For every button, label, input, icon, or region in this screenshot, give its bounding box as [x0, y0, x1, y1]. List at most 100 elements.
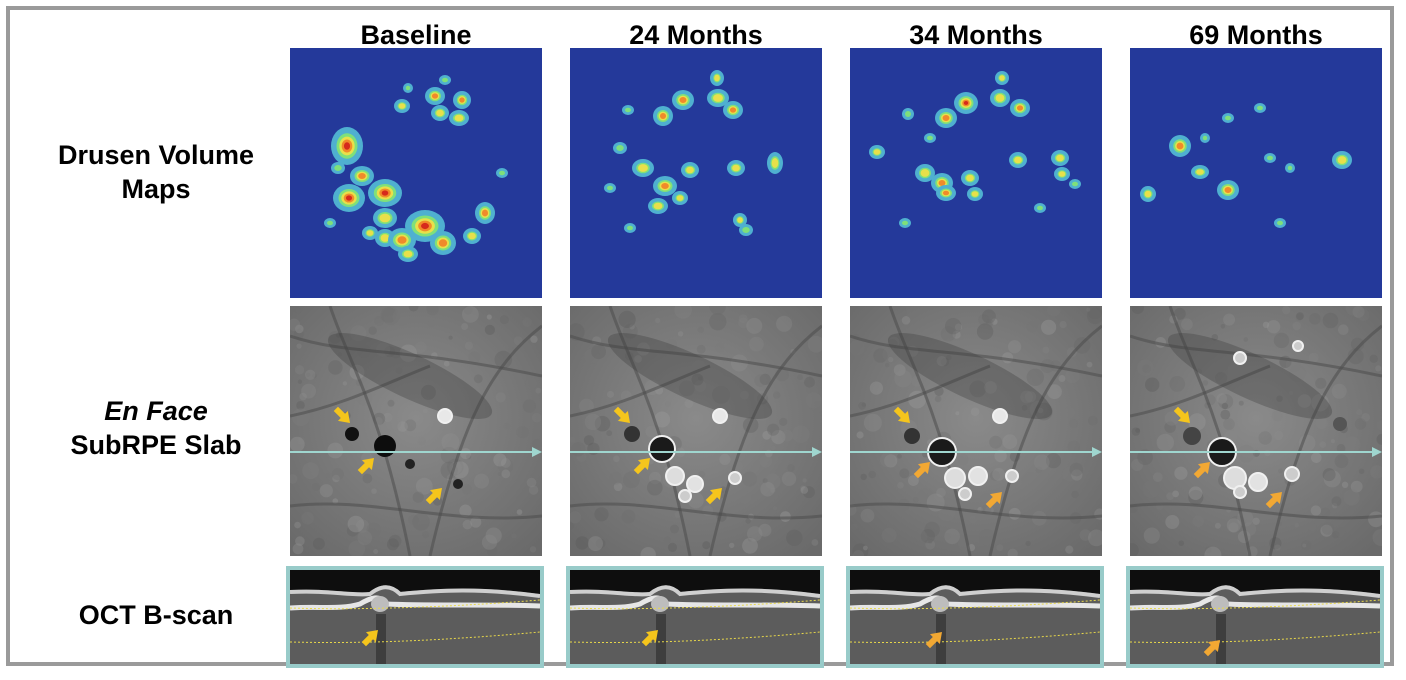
texture-spot: [1034, 454, 1050, 470]
texture-spot: [663, 536, 671, 544]
en-face-image-baseline: [290, 306, 542, 556]
drusen-blob: [454, 114, 464, 122]
drusen-blob: [421, 222, 429, 230]
texture-spot: [697, 326, 704, 333]
texture-spot: [1079, 529, 1092, 541]
texture-spot: [1086, 361, 1093, 368]
texture-spot: [328, 331, 342, 344]
texture-spot: [1137, 359, 1154, 377]
texture-spot: [463, 306, 473, 315]
texture-spot: [1205, 546, 1212, 554]
texture-spot: [296, 343, 302, 349]
texture-spot: [385, 414, 402, 431]
texture-spot: [1350, 337, 1365, 351]
texture-spot: [466, 454, 472, 460]
lesion: [1233, 485, 1247, 499]
texture-spot: [412, 491, 424, 503]
texture-spot: [441, 433, 460, 452]
drusen-blob: [661, 182, 669, 190]
texture-spot: [811, 400, 822, 413]
dark-region: [327, 333, 493, 419]
texture-spot: [448, 335, 453, 340]
texture-spot: [989, 470, 1001, 481]
row-label-line: Maps: [121, 174, 191, 204]
drusen-blob: [405, 85, 411, 91]
retinal-vessel: [850, 334, 1102, 378]
texture-spot: [802, 478, 807, 483]
texture-spot: [576, 451, 587, 462]
texture-spot: [914, 529, 928, 543]
texture-spot: [655, 317, 661, 324]
texture-spot: [1174, 466, 1188, 480]
texture-spot: [970, 407, 980, 416]
column-title-34-months: 34 Months: [909, 20, 1043, 50]
texture-spot: [1376, 420, 1382, 431]
drusen-blob: [436, 109, 444, 117]
texture-spot: [1069, 418, 1078, 428]
texture-spot: [873, 348, 888, 363]
texture-spot: [719, 306, 730, 315]
texture-spot: [1062, 467, 1077, 482]
texture-spot: [368, 326, 377, 335]
texture-spot: [608, 333, 615, 339]
lesion: [992, 408, 1008, 424]
texture-spot: [1152, 472, 1163, 483]
texture-spot: [312, 537, 325, 550]
dark-region: [887, 333, 1053, 419]
texture-spot: [371, 488, 377, 494]
texture-spot: [652, 361, 666, 375]
texture-spot: [1047, 306, 1061, 317]
texture-spot: [767, 423, 780, 436]
lesion: [405, 459, 415, 469]
texture-spot: [945, 318, 962, 335]
lesion: [437, 408, 453, 424]
texture-spot: [1350, 480, 1363, 493]
texture-spot: [383, 412, 393, 423]
pointer-arrow: [1193, 462, 1210, 479]
texture-spot: [1311, 452, 1322, 464]
texture-spot: [1258, 431, 1272, 445]
lesion: [728, 471, 742, 485]
pointer-arrow: [641, 630, 658, 647]
texture-spot: [607, 390, 614, 398]
texture-spot: [346, 524, 359, 537]
texture-spot: [408, 306, 419, 312]
texture-spot: [901, 316, 911, 325]
hypertransmission: [936, 614, 946, 664]
texture-spot: [1188, 413, 1206, 431]
texture-spot: [978, 314, 990, 326]
texture-spot: [1042, 346, 1050, 354]
texture-spot: [664, 401, 671, 408]
texture-spot: [388, 534, 402, 548]
scan-line-arrowhead: [812, 447, 822, 457]
texture-spot: [1188, 489, 1204, 506]
drusen-blob: [499, 170, 505, 176]
texture-spot: [1309, 313, 1321, 325]
texture-spot: [698, 470, 706, 478]
pointer-arrow: [1265, 492, 1282, 509]
retinal-vessel: [1130, 334, 1382, 378]
oct-bscan-69-months: [1126, 566, 1384, 668]
texture-spot: [1282, 306, 1291, 315]
drusen-blob: [358, 172, 366, 180]
texture-spot: [1021, 405, 1028, 411]
texture-spot: [486, 314, 492, 320]
texture-spot: [571, 442, 586, 457]
texture-spot: [591, 344, 606, 360]
texture-spot: [462, 519, 473, 530]
drusen-blob: [920, 169, 930, 177]
drusen-blob: [1016, 105, 1024, 111]
texture-spot: [776, 315, 793, 332]
texture-spot: [1310, 505, 1322, 516]
lesion: [958, 487, 972, 501]
drusen-blob: [963, 101, 969, 105]
segmentation-line: [850, 599, 1100, 610]
texture-spot: [1323, 470, 1341, 488]
lesion: [648, 435, 676, 463]
texture-spot: [969, 380, 987, 398]
texture-spot: [422, 408, 428, 414]
texture-spot: [1345, 306, 1362, 316]
texture-spot: [899, 468, 910, 479]
texture-spot: [698, 376, 703, 381]
texture-spot: [805, 392, 822, 409]
